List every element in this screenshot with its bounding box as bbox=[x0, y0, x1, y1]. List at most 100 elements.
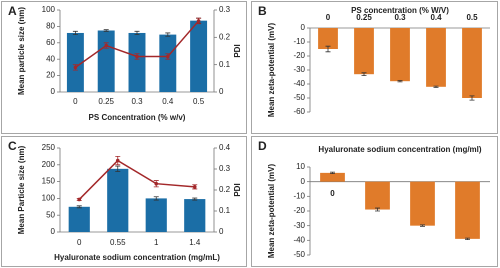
y2-tick-label: 0.2 bbox=[219, 185, 231, 194]
bar bbox=[190, 20, 208, 92]
bar bbox=[365, 181, 390, 210]
bar bbox=[354, 28, 374, 75]
x-tick-label: 0.25 bbox=[98, 97, 114, 106]
bar bbox=[318, 28, 338, 49]
bar bbox=[159, 34, 177, 92]
bar bbox=[390, 28, 410, 82]
x-axis-title: PS Concentration (% w/v) bbox=[89, 113, 186, 122]
y2-tick-label: 0.4 bbox=[219, 143, 231, 152]
pdi-point bbox=[196, 19, 201, 23]
y-tick-label: -50 bbox=[293, 93, 305, 102]
x-tick-label: 0.5 bbox=[466, 13, 478, 22]
bar bbox=[107, 168, 129, 232]
x-tick-label: 0.25 bbox=[356, 13, 372, 22]
y-tick-label: -30 bbox=[293, 65, 305, 74]
x-tick-label: 0 bbox=[77, 238, 82, 247]
y-tick-label: 100 bbox=[42, 5, 56, 14]
y-axis-title: Mean particle size (nm) bbox=[17, 7, 26, 95]
bar bbox=[128, 32, 146, 92]
error-bar bbox=[72, 30, 78, 35]
bar bbox=[462, 28, 482, 98]
y-tick-label: 80 bbox=[46, 22, 55, 31]
y-tick-label: 0 bbox=[301, 23, 306, 32]
bar bbox=[410, 181, 435, 226]
error-bar bbox=[103, 29, 109, 32]
x-tick-label: 0 bbox=[73, 97, 78, 106]
panel-letter: A bbox=[8, 4, 17, 18]
pdi-point bbox=[115, 158, 120, 163]
x-tick-label: 1 bbox=[154, 238, 159, 247]
y2-tick-label: 0.1 bbox=[219, 206, 231, 215]
y2-tick-label: 0.3 bbox=[219, 5, 231, 14]
pdi-point bbox=[77, 197, 82, 202]
pdi-point bbox=[166, 54, 170, 59]
y-tick-label: -10 bbox=[293, 191, 305, 200]
error-bar bbox=[465, 237, 470, 240]
y2-tick-label: 0.2 bbox=[219, 32, 231, 41]
y-tick-label: -60 bbox=[293, 107, 305, 116]
y-tick-label: 10 bbox=[296, 162, 305, 171]
chart-title: PS concentration (% W/V) bbox=[351, 6, 449, 15]
x-tick-label: 0.4 bbox=[430, 13, 442, 22]
error-bar bbox=[469, 95, 475, 101]
x-tick-label: 0 bbox=[326, 13, 331, 22]
pdi-point bbox=[135, 54, 139, 59]
pdi-point bbox=[104, 43, 108, 48]
y2-axis-title: PDI bbox=[233, 183, 242, 196]
bar bbox=[66, 32, 84, 92]
y-tick-label: -40 bbox=[293, 79, 305, 88]
x-tick-label: 1.4 bbox=[189, 238, 201, 247]
panel-letter: D bbox=[258, 139, 267, 153]
x-tick-label: 0 bbox=[330, 189, 335, 198]
bar bbox=[426, 28, 446, 87]
panel-frame bbox=[251, 1, 498, 134]
y2-axis-title: PDI bbox=[233, 44, 242, 57]
y-tick-label: 60 bbox=[46, 38, 55, 47]
error-bar bbox=[192, 197, 198, 201]
error-bar bbox=[330, 171, 335, 174]
y2-tick-label: 0.1 bbox=[219, 60, 231, 69]
bar bbox=[455, 181, 480, 239]
y-tick-label: -20 bbox=[293, 206, 305, 215]
x-tick-label: 0.3 bbox=[394, 13, 406, 22]
x-tick-label: 0.5 bbox=[193, 97, 205, 106]
error-bar bbox=[165, 32, 171, 37]
y-tick-label: 0 bbox=[51, 227, 56, 236]
y2-tick-label: 0 bbox=[219, 87, 224, 96]
error-bar bbox=[134, 30, 140, 35]
error-bar bbox=[153, 196, 159, 201]
y-tick-label: 200 bbox=[42, 160, 56, 169]
bar bbox=[320, 172, 345, 182]
bar bbox=[68, 206, 90, 232]
error-bar bbox=[397, 80, 403, 83]
y-tick-label: 50 bbox=[46, 210, 55, 219]
y-tick-label: 40 bbox=[46, 54, 55, 63]
panel-letter: C bbox=[8, 139, 17, 153]
y-tick-label: -30 bbox=[293, 221, 305, 230]
pdi-point bbox=[154, 181, 159, 186]
chart-title: Hyaluronate sodium concentration (mg/ml) bbox=[318, 145, 481, 154]
y-tick-label: -50 bbox=[293, 250, 305, 259]
panel-letter: B bbox=[258, 4, 267, 18]
x-tick-label: 0.55 bbox=[110, 238, 126, 247]
y-axis-title: Mean zeta-potential (mV) bbox=[267, 164, 276, 259]
error-bar bbox=[115, 165, 121, 172]
y-tick-label: 100 bbox=[42, 194, 56, 203]
x-tick-label: 0.3 bbox=[131, 97, 143, 106]
y-tick-label: 20 bbox=[46, 71, 55, 80]
y-tick-label: -40 bbox=[293, 235, 305, 244]
error-bar bbox=[76, 205, 82, 209]
y-axis-title: Mean zeta-potential (mV) bbox=[267, 23, 276, 118]
y-tick-label: -20 bbox=[293, 51, 305, 60]
y-tick-label: 150 bbox=[42, 177, 56, 186]
pdi-point bbox=[73, 65, 78, 70]
y-tick-label: 250 bbox=[42, 143, 56, 152]
y-tick-label: -10 bbox=[293, 37, 305, 46]
bar bbox=[184, 199, 206, 232]
bar bbox=[145, 198, 167, 232]
error-bar bbox=[375, 207, 380, 212]
error-bar bbox=[361, 72, 367, 76]
error-bar bbox=[433, 85, 439, 88]
error-bar bbox=[420, 224, 425, 227]
